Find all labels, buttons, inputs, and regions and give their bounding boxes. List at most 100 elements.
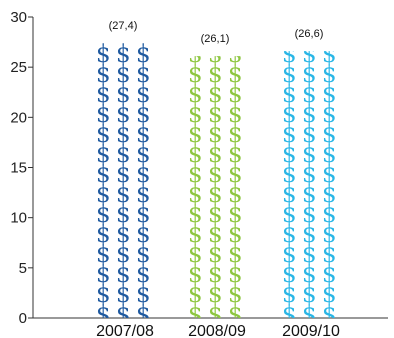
dollar-glyph: $ [136, 182, 151, 208]
dollar-glyph: $ [96, 262, 111, 288]
dollar-glyph: $ [116, 162, 131, 188]
dollar-glyph: $ [116, 42, 131, 68]
dollar-glyph: $ [96, 202, 111, 228]
dollar-glyph: $ [208, 142, 223, 168]
dollar-glyph: $ [228, 82, 243, 108]
dollar-glyph: $ [302, 62, 317, 88]
dollar-glyph: $ [228, 122, 243, 148]
dollar-glyph: $ [188, 62, 203, 88]
dollar-glyph: $ [96, 282, 111, 308]
dollar-glyph: $ [116, 62, 131, 88]
dollar-glyph: $ [282, 162, 297, 188]
dollar-glyph: $ [208, 82, 223, 108]
dollar-glyph: $ [136, 242, 151, 268]
dollar-glyph: $ [208, 62, 223, 88]
dollar-glyph: $ [322, 282, 337, 308]
bars: $$$$$$$$$$$$$$$$$$$$$$$$$$$$$$$$$$$$$$$$… [96, 22, 337, 328]
dollar-glyph: $ [116, 142, 131, 168]
dollar-glyph: $ [136, 282, 151, 308]
dollar-glyph: $ [116, 182, 131, 208]
dollar-glyph: $ [322, 42, 337, 68]
dollar-glyph: $ [188, 202, 203, 228]
dollar-glyph: $ [96, 222, 111, 248]
dollar-glyph: $ [282, 182, 297, 208]
dollar-glyph: $ [116, 82, 131, 108]
dollar-glyph: $ [282, 102, 297, 128]
y-axis-ticks: 0 5 10 15 20 25 30 [10, 9, 33, 327]
dollar-glyph: $ [116, 242, 131, 268]
category-label: 2009/10 [282, 323, 340, 338]
bar: $$$$$$$$$$$$$$$$$$$$$$$$$$$$$$$$$$$$$$$$… [282, 22, 337, 328]
dollar-glyph: $ [282, 62, 297, 88]
dollar-glyph: $ [96, 302, 111, 328]
dollar-glyph: $ [302, 102, 317, 128]
dollar-glyph: $ [116, 222, 131, 248]
bar: $$$$$$$$$$$$$$$$$$$$$$$$$$$$$$$$$$$$$$$$… [96, 22, 151, 328]
dollar-glyph: $ [208, 182, 223, 208]
dollar-glyph: $ [322, 222, 337, 248]
dollar-glyph: $ [208, 42, 223, 68]
category-label: 2008/09 [188, 323, 246, 338]
dollar-glyph: $ [136, 22, 151, 48]
dollar-glyph: $ [116, 102, 131, 128]
dollar-glyph: $ [208, 242, 223, 268]
dollar-glyph: $ [302, 42, 317, 68]
dollar-glyph: $ [302, 302, 317, 328]
y-tick-label: 20 [10, 109, 27, 126]
dollar-glyph: $ [282, 142, 297, 168]
dollar-glyph: $ [208, 122, 223, 148]
dollar-glyph: $ [136, 302, 151, 328]
dollar-glyph: $ [208, 282, 223, 308]
dollar-glyph: $ [188, 142, 203, 168]
dollar-glyph: $ [228, 102, 243, 128]
dollar-glyph: $ [96, 62, 111, 88]
dollar-glyph: $ [188, 162, 203, 188]
dollar-glyph: $ [188, 242, 203, 268]
dollar-glyph: $ [322, 302, 337, 328]
dollar-glyph: $ [302, 202, 317, 228]
y-tick-label: 25 [10, 59, 27, 76]
y-tick-label: 5 [19, 260, 27, 277]
dollar-glyph: $ [188, 102, 203, 128]
data-label: (27,4) [109, 20, 138, 32]
dollar-glyph: $ [136, 62, 151, 88]
dollar-glyph: $ [188, 82, 203, 108]
dollar-glyph: $ [208, 162, 223, 188]
y-tick-label: 10 [10, 210, 27, 227]
dollar-glyph: $ [282, 122, 297, 148]
dollar-glyph: $ [228, 22, 243, 48]
dollar-glyph: $ [302, 282, 317, 308]
dollar-glyph: $ [228, 242, 243, 268]
category-label: 2007/08 [96, 323, 154, 338]
dollar-glyph: $ [96, 22, 111, 48]
dollar-glyph: $ [322, 182, 337, 208]
dollar-glyph: $ [282, 242, 297, 268]
dollar-glyph: $ [116, 122, 131, 148]
dollar-glyph: $ [96, 182, 111, 208]
dollar-glyph: $ [302, 262, 317, 288]
dollar-glyph: $ [302, 162, 317, 188]
dollar-glyph: $ [228, 182, 243, 208]
dollar-glyph: $ [322, 62, 337, 88]
dollar-glyph: $ [116, 22, 131, 48]
dollar-glyph: $ [136, 82, 151, 108]
dollar-glyph: $ [322, 22, 337, 48]
bar: $$$$$$$$$$$$$$$$$$$$$$$$$$$$$$$$$$$$$$$$… [188, 22, 243, 328]
dollar-glyph: $ [208, 102, 223, 128]
dollar-glyph: $ [228, 202, 243, 228]
dollar-glyph: $ [228, 262, 243, 288]
dollar-glyph: $ [136, 122, 151, 148]
dollar-glyph: $ [322, 202, 337, 228]
dollar-glyph: $ [188, 222, 203, 248]
dollar-glyph: $ [136, 102, 151, 128]
dollar-glyph: $ [96, 102, 111, 128]
dollar-glyph: $ [96, 142, 111, 168]
dollar-glyph: $ [322, 82, 337, 108]
dollar-glyph: $ [228, 302, 243, 328]
category-labels: 2007/08 2008/09 2009/10 [96, 323, 340, 338]
y-tick-label: 0 [19, 310, 27, 327]
dollar-glyph: $ [136, 262, 151, 288]
dollar-glyph: $ [208, 262, 223, 288]
dollar-glyph: $ [188, 262, 203, 288]
dollar-glyph: $ [302, 82, 317, 108]
